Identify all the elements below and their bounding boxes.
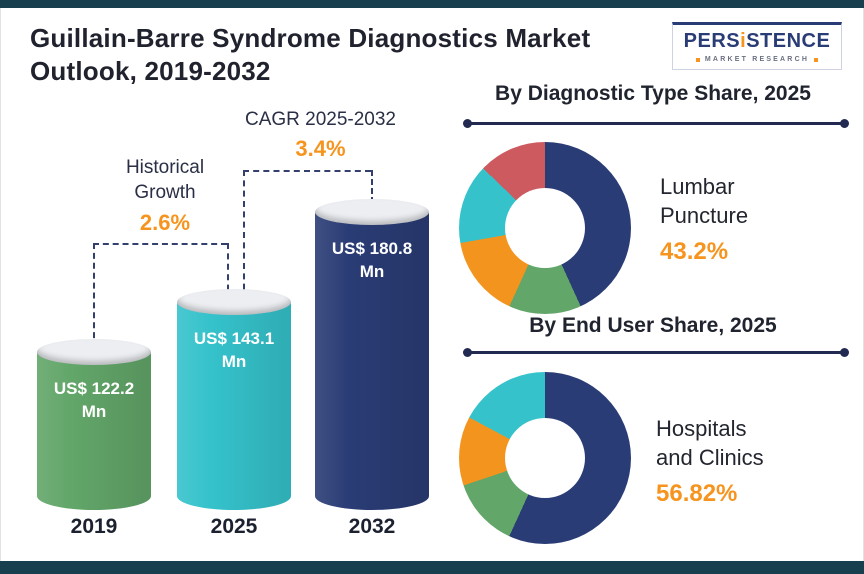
x-axis-label-2032: 2032: [348, 515, 396, 538]
cagr-bracket-line: [243, 170, 245, 300]
bar-2032: US$ 180.8 Mn: [315, 199, 429, 510]
diagnostic-type-callout: Lumbar Puncture 43.2%: [660, 172, 748, 268]
end-user-divider: [463, 348, 849, 357]
divider-dot-icon: [840, 119, 849, 128]
page-title-line2: Outlook, 2019-2032: [30, 56, 271, 87]
bar-2025-value: US$ 143.1 Mn: [193, 329, 275, 372]
bar-2019: US$ 122.2 Mn: [37, 339, 151, 510]
divider-dot-icon: [463, 348, 472, 357]
tagline-square-icon: [814, 57, 819, 62]
historical-bracket-line: [93, 243, 95, 348]
brand-logo: PERSiSTENCE MARKET RESEARCH: [672, 22, 842, 70]
bar-2032-value: US$ 180.8 Mn: [331, 239, 413, 281]
cagr-value: 3.4%: [295, 136, 346, 161]
end-user-donut-chart: [459, 372, 631, 544]
bar-top-ellipse: [315, 199, 429, 225]
divider-dot-icon: [463, 119, 472, 128]
bottom-border-strip: [0, 561, 864, 574]
page-title-line1: Guillain-Barre Syndrome Diagnostics Mark…: [30, 23, 591, 53]
brand-text-post: STENCE: [746, 30, 831, 52]
diagnostic-type-donut-chart: [459, 142, 631, 314]
cagr-bracket-line: [371, 170, 373, 212]
brand-logo-tagline: MARKET RESEARCH: [681, 56, 833, 63]
bar-top-ellipse: [37, 339, 151, 365]
brand-logo-wordmark: PERSiSTENCE: [681, 30, 833, 53]
bar-2019-value: US$ 122.2 Mn: [53, 379, 135, 421]
x-axis-label-2019: 2019: [70, 515, 118, 538]
page-title: Guillain-Barre Syndrome Diagnostics Mark…: [30, 22, 590, 89]
bar-2025: US$ 143.1 Mn: [177, 289, 291, 510]
historical-bracket-line: [93, 243, 227, 245]
historical-growth-label: Historical Growth: [125, 157, 205, 203]
diagnostic-type-divider: [463, 119, 849, 128]
top-border-strip: [0, 0, 864, 8]
historical-growth-value: 2.6%: [139, 210, 191, 235]
divider-dot-icon: [840, 348, 849, 357]
tagline-square-icon: [695, 57, 700, 62]
x-axis-label-2025: 2025: [210, 515, 258, 538]
historical-bracket-line: [227, 243, 229, 301]
cagr-label: CAGR 2025-2032: [244, 109, 397, 130]
donut-hole: [505, 418, 585, 498]
bar-top-ellipse: [177, 289, 291, 316]
diagnostic-type-section-title: By Diagnostic Type Share, 2025: [495, 82, 811, 105]
end-user-callout: Hospitals and Clinics 56.82%: [656, 414, 764, 510]
end-user-share-value: 56.82%: [656, 480, 738, 508]
brand-text-accent: i: [740, 30, 747, 52]
cagr-bracket-line: [243, 170, 371, 172]
brand-text-pre: PERS: [683, 30, 741, 52]
donut-hole: [505, 188, 585, 268]
tagline-text: MARKET RESEARCH: [704, 56, 810, 63]
diagnostic-type-share-value: 43.2%: [660, 238, 729, 266]
end-user-section-title: By End User Share, 2025: [529, 314, 777, 337]
